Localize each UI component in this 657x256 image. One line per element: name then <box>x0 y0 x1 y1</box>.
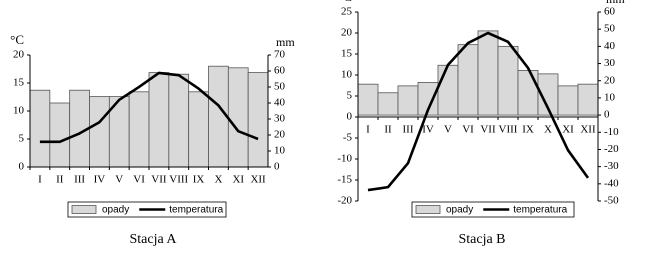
legend-label: temperatura <box>169 205 223 216</box>
bar <box>377 92 399 116</box>
bar <box>457 44 479 116</box>
y-tick-label: 20 <box>13 49 25 61</box>
x-tick-label: III <box>403 124 414 136</box>
bar <box>437 64 459 116</box>
y2-tick-label: 40 <box>604 40 616 52</box>
x-tick-label: XI <box>562 124 574 136</box>
y-tick-label: -5 <box>343 132 353 144</box>
legend-label: temperatura <box>513 205 567 216</box>
y2-tick-label: 50 <box>604 23 616 35</box>
x-tick-label: V <box>115 174 123 186</box>
legend-swatch <box>71 205 97 214</box>
y2-tick-label: -20 <box>604 143 619 155</box>
y-tick-label: 25 <box>341 6 353 18</box>
x-tick-label: II <box>56 174 64 186</box>
y-tick-label: -15 <box>337 174 352 186</box>
x-tick-label: XII <box>250 174 266 186</box>
y-tick-label: 20 <box>341 27 353 39</box>
y2-tick-label: 60 <box>604 6 616 18</box>
x-tick-label: II <box>384 124 392 136</box>
legend-label: opady <box>446 205 473 216</box>
y2-tick-label: 40 <box>274 97 286 109</box>
y2-tick-label: 50 <box>274 81 286 93</box>
bar <box>168 73 190 168</box>
y2-tick-label: 30 <box>604 57 616 69</box>
bar <box>247 72 269 168</box>
bar <box>557 85 579 116</box>
x-tick-label: XI <box>232 174 244 186</box>
y2-tick-label: 20 <box>274 129 286 141</box>
y2-tick-label: 30 <box>274 113 286 125</box>
legend-swatch <box>415 205 441 214</box>
x-tick-label: X <box>214 174 222 186</box>
bar <box>148 72 170 168</box>
y-tick-label: 10 <box>341 69 353 81</box>
bar <box>517 70 539 116</box>
y2-tick-label: -40 <box>604 177 619 189</box>
legend-label: opady <box>102 205 129 216</box>
x-tick-label: X <box>544 124 552 136</box>
bar <box>477 30 499 116</box>
y2-axis-label: mm <box>606 0 625 6</box>
chart-title: Stacja B <box>458 232 505 247</box>
y-tick-label: 5 <box>19 133 25 145</box>
y-tick-label: 5 <box>347 90 353 102</box>
y2-tick-label: 10 <box>274 145 286 157</box>
bar <box>397 85 419 116</box>
x-tick-label: VIII <box>499 124 518 136</box>
y2-tick-label: 70 <box>274 49 286 61</box>
x-tick-label: IV <box>94 174 106 186</box>
y2-tick-label: -10 <box>604 126 619 138</box>
y-tick-label: 15 <box>341 48 353 60</box>
y-axis-label: °C <box>338 0 352 4</box>
y-tick-label: -10 <box>337 153 352 165</box>
x-tick-label: VII <box>480 124 496 136</box>
x-tick-label: VIII <box>169 174 188 186</box>
y2-tick-label: 0 <box>604 109 610 121</box>
bar <box>128 91 150 168</box>
bar <box>227 67 249 168</box>
bar <box>497 45 519 116</box>
bar <box>208 65 229 168</box>
y2-axis-label: mm <box>276 35 295 49</box>
x-tick-label: XII <box>580 124 596 136</box>
x-tick-label: IX <box>193 174 205 186</box>
y-tick-label: 15 <box>13 77 25 89</box>
y2-tick-label: 0 <box>274 161 280 173</box>
y-axis-label: °C <box>10 32 24 47</box>
bar <box>29 89 51 168</box>
y2-tick-label: 60 <box>274 65 286 77</box>
bar <box>49 102 71 168</box>
x-tick-label: IX <box>522 124 534 136</box>
x-tick-label: VI <box>133 174 145 186</box>
y-tick-label: 10 <box>13 105 25 117</box>
y-tick-label: -20 <box>337 195 352 207</box>
y2-tick-label: 10 <box>604 91 616 103</box>
x-tick-label: III <box>74 174 85 186</box>
x-tick-label: VI <box>462 124 474 136</box>
y2-tick-label: -30 <box>604 160 619 172</box>
y-tick-label: 0 <box>347 111 353 123</box>
x-tick-label: IV <box>422 124 434 136</box>
y-tick-label: 0 <box>19 161 25 173</box>
y2-tick-label: 20 <box>604 74 616 86</box>
y2-tick-label: -50 <box>604 195 619 207</box>
bar <box>577 83 599 116</box>
x-tick-label: I <box>366 124 370 136</box>
x-tick-label: VII <box>151 174 167 186</box>
bar <box>89 96 110 168</box>
x-tick-label: I <box>38 174 42 186</box>
bar <box>357 83 379 116</box>
temperature-line <box>39 71 259 144</box>
chart-title: Stacja A <box>129 232 177 247</box>
x-tick-label: V <box>444 124 452 136</box>
temperature-line <box>367 31 590 192</box>
bar <box>188 91 209 168</box>
